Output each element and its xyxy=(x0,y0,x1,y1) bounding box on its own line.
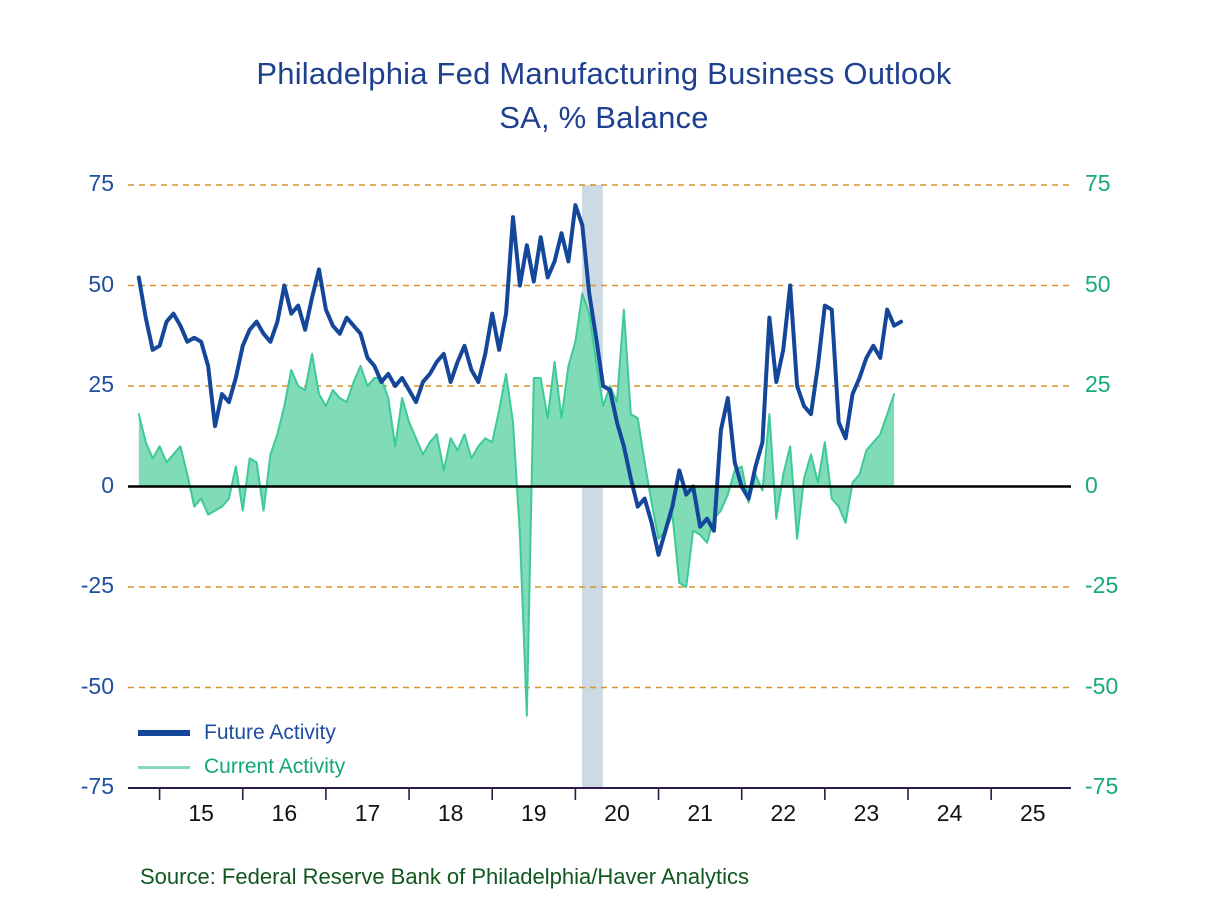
legend-item-current-activity: Current Activity xyxy=(138,750,345,784)
left-axis-tick-75: 75 xyxy=(88,170,114,196)
x-axis-label-16: 16 xyxy=(271,800,298,826)
left-axis-tick-0: 0 xyxy=(101,471,114,498)
left-axis-tick-neg25: -25 xyxy=(80,572,114,598)
x-axis-label-18: 18 xyxy=(437,800,464,826)
data-series-group xyxy=(136,203,904,717)
series-line-current-activity xyxy=(137,292,896,717)
right-axis-tick-75: 75 xyxy=(1085,170,1111,196)
source-note: Source: Federal Reserve Bank of Philadel… xyxy=(140,864,749,889)
right-axis-tick-0: 0 xyxy=(1085,471,1098,498)
left-axis-tick-neg75: -75 xyxy=(80,773,114,799)
right-axis-tick-50: 50 xyxy=(1085,270,1111,297)
x-axis-label-17: 17 xyxy=(354,800,381,826)
x-axis-label-19: 19 xyxy=(521,800,547,826)
x-axis-label-23: 23 xyxy=(853,800,880,826)
x-axis-label-21: 21 xyxy=(687,800,713,826)
axis-lines-group xyxy=(128,485,1071,800)
page-title: Philadelphia Fed Manufacturing Business … xyxy=(0,52,1208,140)
series-line-future-activity xyxy=(136,203,904,557)
right-axis-tick-25: 25 xyxy=(1085,371,1111,397)
x-axis-label-24: 24 xyxy=(936,800,963,826)
legend-line-icon-current xyxy=(138,765,190,769)
legend-label-future: Future Activity xyxy=(204,721,336,744)
right-axis-tick-neg25: -25 xyxy=(1085,572,1119,598)
left-axis-tick-25: 25 xyxy=(88,371,114,397)
left-axis-tick-neg50: -50 xyxy=(80,672,114,699)
x-axis-label-20: 20 xyxy=(604,800,630,826)
left-axis-tick-50: 50 xyxy=(88,270,114,297)
chart-legend: Future Activity Current Activity xyxy=(138,716,345,784)
x-axis-label-22: 22 xyxy=(770,800,797,826)
x-axis-label-25: 25 xyxy=(1019,800,1046,826)
legend-line-icon-future xyxy=(138,730,190,736)
chart-title-line1: Philadelphia Fed Manufacturing Business … xyxy=(256,56,952,91)
chart-title-line2: SA, % Balance xyxy=(499,100,709,135)
x-axis-label-15: 15 xyxy=(188,800,214,826)
legend-label-current: Current Activity xyxy=(204,755,346,778)
right-axis-tick-neg50: -50 xyxy=(1085,672,1119,699)
legend-item-future-activity: Future Activity xyxy=(138,716,345,750)
right-axis-tick-neg75: -75 xyxy=(1085,773,1119,799)
